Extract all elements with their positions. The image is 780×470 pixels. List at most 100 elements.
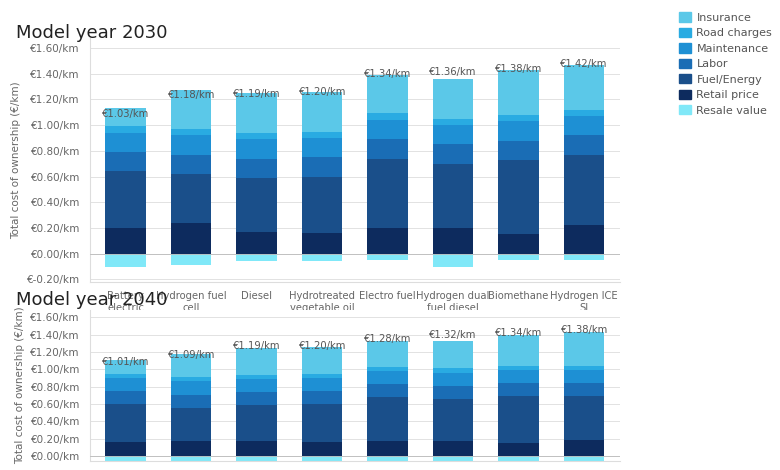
Bar <box>433 373 473 386</box>
Bar <box>498 70 539 115</box>
Bar <box>433 125 473 144</box>
Bar <box>498 383 539 396</box>
Bar <box>302 233 342 254</box>
Bar <box>367 254 408 260</box>
Bar <box>498 370 539 383</box>
Text: €1.01/km: €1.01/km <box>102 357 150 367</box>
Bar <box>498 443 539 456</box>
Bar <box>564 370 604 383</box>
Bar <box>171 155 211 174</box>
Bar <box>498 254 539 260</box>
Y-axis label: Total cost of ownership (€/km): Total cost of ownership (€/km) <box>15 306 25 464</box>
Bar <box>367 228 408 254</box>
Text: Model year 2030: Model year 2030 <box>16 24 167 41</box>
Text: €1.28/km: €1.28/km <box>364 334 411 344</box>
Text: €1.38/km: €1.38/km <box>495 64 542 74</box>
Bar <box>564 440 604 456</box>
Bar <box>498 141 539 160</box>
Bar <box>171 456 211 464</box>
Bar <box>236 254 277 261</box>
Bar <box>171 129 211 135</box>
Text: €1.34/km: €1.34/km <box>364 70 411 79</box>
Bar <box>236 375 277 379</box>
Bar <box>564 254 604 260</box>
Bar <box>498 115 539 121</box>
Bar <box>564 366 604 370</box>
Bar <box>105 378 146 391</box>
Bar <box>498 396 539 443</box>
Bar <box>171 377 211 382</box>
Bar <box>302 404 342 442</box>
Bar <box>302 374 342 378</box>
Bar <box>433 79 473 118</box>
Bar <box>367 440 408 456</box>
Bar <box>236 232 277 254</box>
Bar <box>171 223 211 254</box>
Bar <box>433 164 473 228</box>
Bar <box>302 254 342 261</box>
Bar <box>171 440 211 456</box>
Bar <box>236 441 277 456</box>
Text: €1.03/km: €1.03/km <box>102 110 149 119</box>
Bar <box>236 139 277 158</box>
Text: €1.32/km: €1.32/km <box>430 330 477 340</box>
Bar <box>105 391 146 404</box>
Text: €1.34/km: €1.34/km <box>495 329 542 338</box>
Bar <box>105 442 146 456</box>
Bar <box>105 456 146 465</box>
Text: €1.09/km: €1.09/km <box>168 350 214 360</box>
Bar <box>498 121 539 141</box>
Bar <box>564 456 604 461</box>
Bar <box>236 456 277 462</box>
Bar <box>433 456 473 465</box>
Bar <box>498 366 539 370</box>
Bar <box>367 158 408 228</box>
Bar <box>498 336 539 366</box>
Bar <box>564 135 604 155</box>
Bar <box>105 374 146 378</box>
Bar <box>302 157 342 177</box>
Bar <box>498 160 539 235</box>
Bar <box>105 152 146 172</box>
Bar <box>171 135 211 155</box>
Bar <box>105 126 146 133</box>
Bar <box>367 75 408 113</box>
Bar <box>171 394 211 407</box>
Bar <box>433 386 473 399</box>
Bar <box>564 110 604 116</box>
Y-axis label: Total cost of ownership (€/km): Total cost of ownership (€/km) <box>11 81 21 239</box>
Bar <box>433 399 473 440</box>
Bar <box>564 64 604 110</box>
Bar <box>236 405 277 441</box>
Bar <box>433 144 473 164</box>
Legend: Insurance, Road charges, Maintenance, Labor, Fuel/Energy, Retail price, Resale v: Insurance, Road charges, Maintenance, La… <box>676 10 775 118</box>
Bar <box>433 254 473 266</box>
Bar <box>367 384 408 397</box>
Text: €1.38/km: €1.38/km <box>561 325 608 335</box>
Bar <box>302 132 342 138</box>
Bar <box>302 378 342 391</box>
Bar <box>367 341 408 367</box>
Bar <box>433 342 473 368</box>
Bar <box>171 254 211 265</box>
Bar <box>367 139 408 158</box>
Bar <box>564 155 604 226</box>
Text: €1.20/km: €1.20/km <box>299 341 346 351</box>
Bar <box>105 228 146 254</box>
Text: €1.19/km: €1.19/km <box>233 89 281 99</box>
Bar <box>105 109 146 126</box>
Bar <box>236 133 277 139</box>
Bar <box>564 383 604 396</box>
Bar <box>171 174 211 223</box>
Bar <box>105 360 146 374</box>
Text: €1.36/km: €1.36/km <box>430 67 477 77</box>
Bar <box>236 178 277 232</box>
Bar <box>171 90 211 129</box>
Bar <box>367 120 408 139</box>
Text: €1.19/km: €1.19/km <box>233 342 281 352</box>
Bar <box>367 397 408 440</box>
Bar <box>498 456 539 461</box>
Text: €1.20/km: €1.20/km <box>299 87 346 97</box>
Bar <box>302 347 342 374</box>
Bar <box>433 440 473 456</box>
